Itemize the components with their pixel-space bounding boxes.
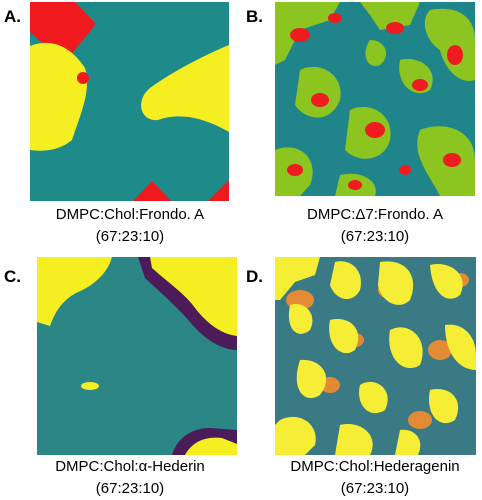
ratio: (67:23:10)	[341, 480, 409, 497]
ratio: (67:23:10)	[96, 228, 164, 245]
panel-label: C.	[4, 267, 21, 286]
caption: DMPC:Chol:Hederagenin	[290, 458, 459, 475]
panel-label: B.	[246, 7, 263, 26]
snapshot-c	[37, 257, 237, 455]
caption: DMPC:Chol:Frondo. A	[56, 206, 204, 223]
ratio: (67:23:10)	[96, 480, 164, 497]
panel-label: D.	[246, 267, 263, 286]
snapshot-a	[30, 2, 229, 201]
panel-label: A.	[4, 7, 21, 26]
caption: DMPC:Chol:α-Hederin	[55, 458, 205, 475]
snapshot-d	[275, 257, 476, 455]
snapshot-b	[275, 2, 475, 196]
caption: DMPC:Δ7:Frondo. A	[307, 206, 443, 223]
ratio: (67:23:10)	[341, 228, 409, 245]
